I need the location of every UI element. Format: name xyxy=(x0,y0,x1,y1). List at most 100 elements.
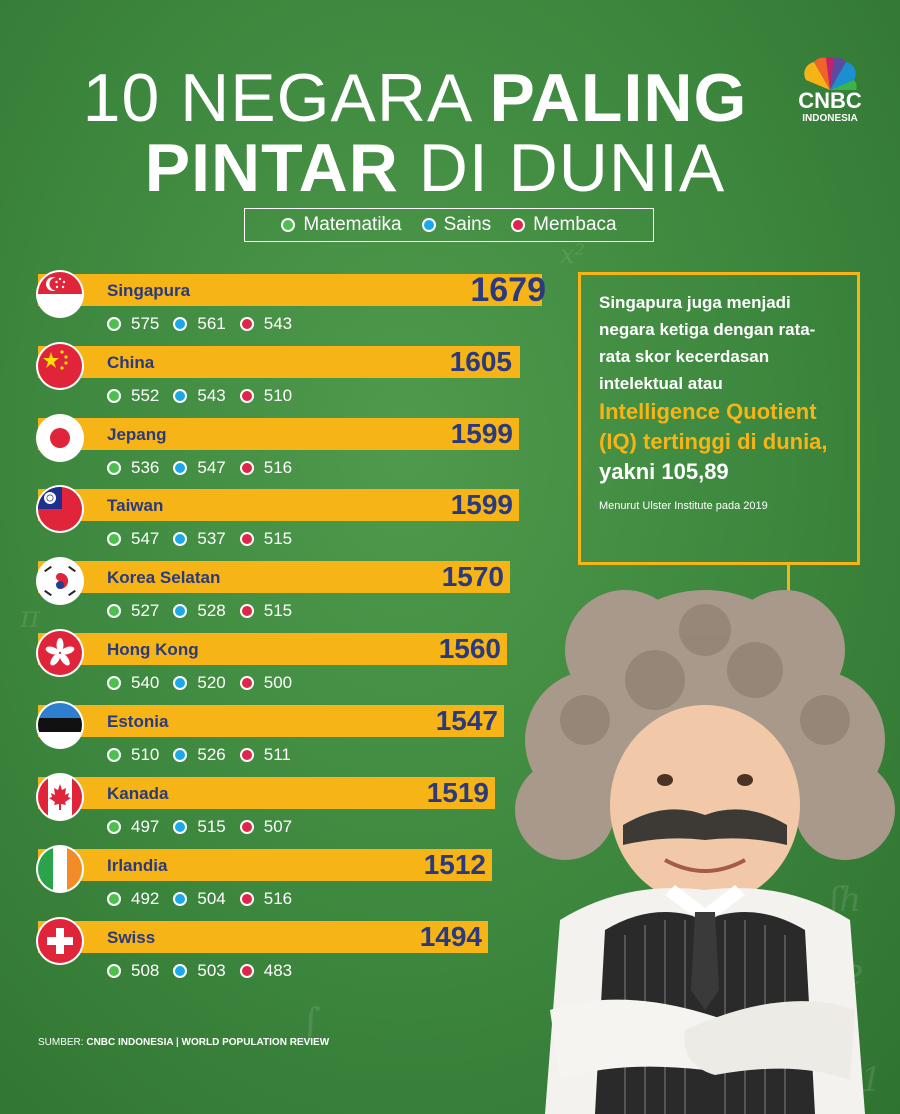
chalk-scribble: x² xyxy=(560,240,586,270)
country-row-singapore: Singapura 1679 575 561 543 xyxy=(38,272,546,344)
math-score: 575 xyxy=(131,314,160,333)
switzerland-flag-icon xyxy=(38,919,82,963)
math-score: 552 xyxy=(131,386,160,405)
cnbc-logo: CNBC INDONESIA xyxy=(793,56,867,126)
science-score: 504 xyxy=(197,889,226,908)
country-name: Jepang xyxy=(107,425,167,444)
country-row-switzerland: Swiss 1494 508 503 483 xyxy=(38,919,488,991)
iq-callout-box: Singapura juga menjadi negara ketiga den… xyxy=(578,272,860,565)
country-name: Irlandia xyxy=(107,856,168,875)
subject-scores: 527 528 515 xyxy=(107,601,306,621)
science-dot-icon xyxy=(173,676,188,690)
math-score: 510 xyxy=(131,745,160,764)
taiwan-flag-icon xyxy=(38,487,82,531)
blue-dot-icon xyxy=(421,218,436,232)
country-name: China xyxy=(107,353,155,372)
callout-main-text: Singapura juga menjadi negara ketiga den… xyxy=(599,293,816,393)
reading-dot-icon xyxy=(239,532,254,546)
math-score: 497 xyxy=(131,817,160,836)
total-score: 1599 xyxy=(450,489,513,520)
source-footer: SUMBER: CNBC INDONESIA | WORLD POPULATIO… xyxy=(38,1037,329,1049)
estonia-flag-icon xyxy=(38,703,82,747)
singapore-flag-icon xyxy=(38,272,82,316)
red-dot-icon xyxy=(511,218,526,232)
country-name: Estonia xyxy=(107,712,169,731)
reading-dot-icon xyxy=(239,892,254,906)
country-row-estonia: Estonia 1547 510 526 511 xyxy=(38,703,504,775)
reading-dot-icon xyxy=(239,748,254,762)
country-row-japan: Jepang 1599 536 547 516 xyxy=(38,416,519,488)
subject-scores: 547 537 515 xyxy=(107,529,306,549)
subject-scores: 536 547 516 xyxy=(107,458,306,478)
country-name: Kanada xyxy=(107,784,169,803)
legend-label: Membaca xyxy=(533,214,617,235)
science-score: 561 xyxy=(197,314,226,333)
math-score: 508 xyxy=(131,961,160,980)
country-name: Hong Kong xyxy=(107,640,199,659)
science-dot-icon xyxy=(173,892,188,906)
country-name: Taiwan xyxy=(107,496,164,515)
reading-score: 507 xyxy=(263,817,293,836)
subject-scores: 540 520 500 xyxy=(107,673,306,693)
title-thin-text: DI DUNIA xyxy=(418,130,726,206)
subject-scores: 508 503 483 xyxy=(107,961,306,981)
math-dot-icon xyxy=(107,461,121,475)
math-dot-icon xyxy=(107,317,121,331)
reading-dot-icon xyxy=(239,676,254,690)
score-bar xyxy=(38,921,488,953)
callout-highlight-text: Intelligence Quotient (IQ) tertinggi di … xyxy=(599,399,828,454)
math-dot-icon xyxy=(107,820,121,834)
hong-kong-flag-icon xyxy=(38,631,82,675)
math-score: 536 xyxy=(131,458,160,477)
score-bar xyxy=(38,489,519,521)
math-score: 540 xyxy=(131,673,160,692)
legend-label: Sains xyxy=(443,214,492,235)
total-score: 1570 xyxy=(441,561,504,592)
science-dot-icon xyxy=(173,461,188,475)
logo-sub-text: INDONESIA xyxy=(802,113,858,124)
science-score: 543 xyxy=(197,386,226,405)
country-row-canada: Kanada 1519 497 515 507 xyxy=(38,775,495,847)
science-dot-icon xyxy=(173,389,188,403)
math-dot-icon xyxy=(107,892,121,906)
title-thin-text: 10 NEGARA xyxy=(82,60,470,136)
math-score: 492 xyxy=(131,889,160,908)
math-dot-icon xyxy=(107,532,121,546)
total-score: 1512 xyxy=(423,849,486,880)
science-score: 528 xyxy=(197,601,226,620)
reading-score: 483 xyxy=(263,961,293,980)
score-bar xyxy=(38,418,519,450)
china-flag-icon xyxy=(38,344,82,388)
source-text: CNBC INDONESIA | WORLD POPULATION REVIEW xyxy=(86,1037,330,1048)
science-dot-icon xyxy=(173,820,188,834)
math-dot-icon xyxy=(107,604,121,618)
callout-iq-value: yakni 105,89 xyxy=(599,459,729,484)
score-bar xyxy=(38,274,542,306)
legend-item-science: Sains xyxy=(421,214,492,236)
country-name: Korea Selatan xyxy=(107,568,221,587)
reading-dot-icon xyxy=(239,461,254,475)
total-score: 1494 xyxy=(419,921,482,952)
score-bar xyxy=(38,561,510,593)
math-score: 547 xyxy=(131,529,160,548)
logo-brand-text: CNBC xyxy=(798,88,862,113)
legend-item-math: Matematika xyxy=(281,214,402,236)
source-prefix: SUMBER: xyxy=(38,1037,84,1048)
total-score: 1519 xyxy=(426,777,489,808)
reading-score: 500 xyxy=(263,673,293,692)
science-score: 503 xyxy=(197,961,226,980)
score-bar xyxy=(38,346,520,378)
legend-item-reading: Membaca xyxy=(511,214,617,236)
reading-score: 510 xyxy=(263,386,293,405)
score-bar xyxy=(38,633,507,665)
reading-score: 515 xyxy=(263,529,293,548)
reading-score: 511 xyxy=(263,745,291,764)
subject-scores: 575 561 543 xyxy=(107,314,306,334)
legend-label: Matematika xyxy=(303,214,402,235)
country-row-south-korea: Korea Selatan 1570 527 528 515 xyxy=(38,559,510,631)
reading-score: 516 xyxy=(263,889,293,908)
total-score: 1679 xyxy=(470,271,546,309)
science-dot-icon xyxy=(173,317,188,331)
chalk-scribble: π xyxy=(20,600,40,635)
